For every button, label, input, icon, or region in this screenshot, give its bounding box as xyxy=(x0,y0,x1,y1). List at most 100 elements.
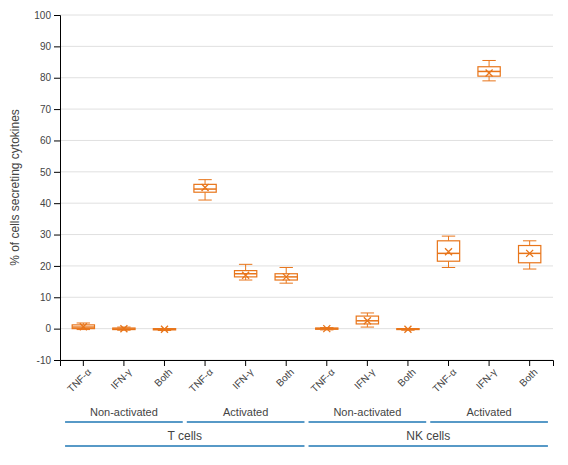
box-body xyxy=(519,246,541,263)
grid xyxy=(60,15,553,360)
y-tick: 90 xyxy=(40,41,60,52)
lower-whisker xyxy=(448,261,449,267)
x-tick-mark xyxy=(448,360,449,366)
mean-marker xyxy=(486,70,493,77)
x-tick-label: IFN-γ xyxy=(352,366,377,391)
x-tick-mark xyxy=(367,360,368,366)
box-body xyxy=(194,184,216,192)
x-tick: IFN-γ xyxy=(109,360,134,391)
x-tick-label: TNF-α xyxy=(430,366,458,394)
mean-marker xyxy=(120,325,127,332)
grid-line xyxy=(60,109,553,110)
activation-label: Activated xyxy=(223,406,268,418)
x-tick-label: Both xyxy=(517,366,539,388)
plot: -10 0 10 20 30 40 50 60 70 80 90 100 TNF-α IFN-γ Both T… xyxy=(34,10,553,446)
box-body xyxy=(478,67,500,76)
upper-whisker xyxy=(286,267,287,273)
y-tick-label: -10 xyxy=(37,355,52,366)
mean-marker xyxy=(323,325,330,332)
median xyxy=(437,253,459,255)
upper-cap xyxy=(482,60,495,61)
x-tick-mark xyxy=(286,360,287,366)
y-tick: 60 xyxy=(40,135,60,146)
activation-label: Activated xyxy=(466,406,511,418)
x-tick: IFN-γ xyxy=(230,360,255,391)
x-tick-label: TNF-α xyxy=(309,366,337,394)
y-tick-label: 10 xyxy=(40,292,52,303)
upper-cap xyxy=(77,322,90,323)
x-tick-label: Both xyxy=(274,366,296,388)
y-tick-mark xyxy=(54,266,60,267)
x-tick-label: IFN-γ xyxy=(109,366,134,391)
y-tick-mark xyxy=(54,15,60,16)
lower-whisker xyxy=(489,76,490,81)
y-tick: 80 xyxy=(40,72,60,83)
mean-marker xyxy=(283,273,290,280)
cell-type-label: T cells xyxy=(168,429,202,443)
y-tick-label: 60 xyxy=(40,135,52,146)
grid-line xyxy=(60,15,553,16)
x-tick-mark xyxy=(326,360,327,366)
y-tick: 20 xyxy=(40,261,60,272)
x-tick: IFN-γ xyxy=(474,360,499,391)
y-axis: -10 0 10 20 30 40 50 60 70 80 90 100 xyxy=(34,10,60,366)
y-tick: 0 xyxy=(45,323,60,334)
y-tick-label: 30 xyxy=(40,229,52,240)
y-tick-label: 80 xyxy=(40,72,52,83)
x-tick: TNF-α xyxy=(430,360,458,394)
activation-underline xyxy=(187,421,305,423)
x-tick-mark xyxy=(407,360,408,366)
lower-cap xyxy=(280,283,293,284)
mean-marker xyxy=(364,317,371,324)
y-tick: 70 xyxy=(40,104,60,115)
grid-line xyxy=(60,234,553,235)
upper-cap xyxy=(280,267,293,268)
x-tick-label: Both xyxy=(152,366,174,388)
x-tick-label: IFN-γ xyxy=(474,366,499,391)
chart: -10 0 10 20 30 40 50 60 70 80 90 100 TNF-α IFN-γ Both T… xyxy=(0,0,568,465)
x-tick: Both xyxy=(152,360,174,389)
y-tick: -10 xyxy=(37,355,60,366)
y-tick-label: 70 xyxy=(40,104,52,115)
x-tick-mark xyxy=(489,360,490,366)
upper-cap xyxy=(523,240,536,241)
y-tick: 30 xyxy=(40,229,60,240)
y-tick-label: 50 xyxy=(40,167,52,178)
mean-marker xyxy=(445,248,452,255)
box xyxy=(275,267,297,283)
x-tick-label: TNF-α xyxy=(65,366,93,394)
x-tick-label: TNF-α xyxy=(187,366,215,394)
upper-whisker xyxy=(489,60,490,66)
mean-marker xyxy=(526,250,533,257)
box xyxy=(316,325,338,332)
y-tick: 10 xyxy=(40,292,60,303)
upper-cap xyxy=(442,236,455,237)
lower-cap xyxy=(198,200,211,201)
box xyxy=(113,325,135,332)
grid-line xyxy=(60,77,553,78)
box xyxy=(478,60,500,80)
median xyxy=(194,188,216,190)
cell-type-underline xyxy=(65,445,304,447)
median xyxy=(234,273,256,275)
activation-underline xyxy=(65,421,183,423)
y-tick-mark xyxy=(54,235,60,236)
y-tick-label: 100 xyxy=(34,10,51,21)
cell-type-groups: T cellsNK cells xyxy=(65,429,548,446)
lower-cap xyxy=(442,267,455,268)
x-tick: Both xyxy=(274,360,296,389)
box xyxy=(437,236,459,267)
y-tick-label: 40 xyxy=(40,198,52,209)
box-body xyxy=(437,241,459,261)
box-body xyxy=(356,316,378,324)
y-tick: 40 xyxy=(40,198,60,209)
upper-whisker xyxy=(529,241,530,246)
y-tick-mark xyxy=(54,109,60,110)
boxes xyxy=(72,60,541,332)
x-axis-line xyxy=(61,361,554,367)
grid-line xyxy=(60,328,553,329)
x-tick: TNF-α xyxy=(309,360,337,394)
box xyxy=(397,326,419,333)
lower-whisker xyxy=(529,263,530,269)
x-tick-mark xyxy=(164,360,165,366)
